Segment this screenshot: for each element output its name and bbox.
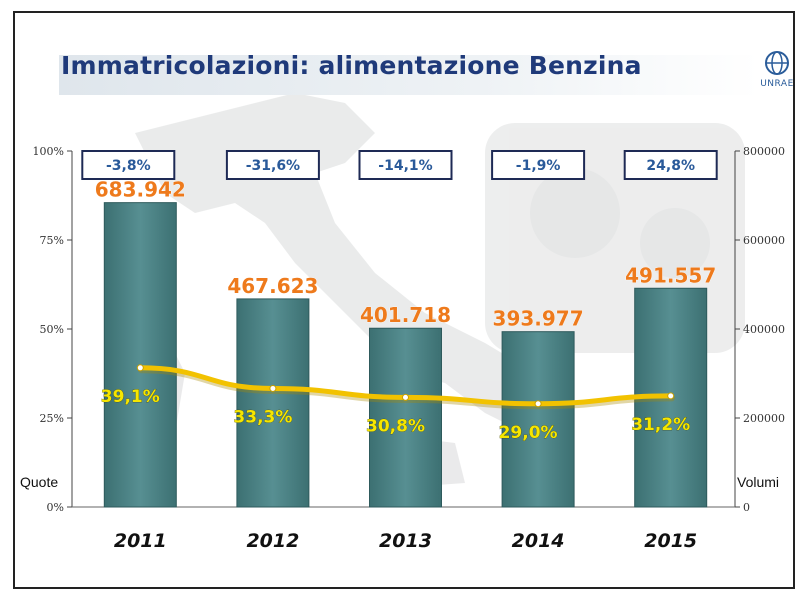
change-box xyxy=(81,150,176,180)
left-tick-label: 0% xyxy=(47,501,64,514)
share-label: 31,2% xyxy=(631,415,690,435)
change-label: -14,1% xyxy=(378,158,432,174)
slide-title: Immatricolazioni: alimentazione Benzina xyxy=(61,51,642,80)
share-point xyxy=(269,384,277,392)
share-label: 33,3% xyxy=(233,407,292,427)
change-box xyxy=(225,150,320,180)
volume-label: 683.942 xyxy=(95,178,186,202)
share-label: 30,8% xyxy=(366,416,425,436)
bar xyxy=(369,327,442,508)
bar xyxy=(501,331,575,508)
bar xyxy=(236,298,310,508)
share-point xyxy=(402,393,409,401)
left-tick-label: 50% xyxy=(40,323,64,336)
volume-label: 467.623 xyxy=(227,274,318,298)
volume-label: 393.977 xyxy=(493,307,584,331)
logo-text: UNRAE xyxy=(760,79,794,89)
change-label: 24,8% xyxy=(646,158,695,174)
volume-label: 401.718 xyxy=(360,303,451,327)
left-tick-label: 100% xyxy=(33,145,64,158)
share-label: 39,1% xyxy=(101,387,160,407)
change-box xyxy=(491,150,586,180)
data-labels: 683.942 2011 467.623 2012 401.718 2013 393.977… xyxy=(94,177,716,552)
unrae-logo: UNRAE xyxy=(757,49,794,93)
category-label: 2012 xyxy=(246,530,299,552)
right-tick-label: 0 xyxy=(743,501,750,514)
right-tick-label: 400000 xyxy=(743,323,785,336)
category-label: 2015 xyxy=(644,530,697,552)
globe-icon xyxy=(765,51,789,75)
bar xyxy=(103,202,177,508)
right-tick-label: 600000 xyxy=(743,234,785,247)
chart: 0% 25% 50% 75% 100% 0 200000 400000 600000 800000… xyxy=(20,93,785,552)
share-point xyxy=(534,400,542,408)
slide: 0% 25% 50% 75% 100% 0 200000 400000 600000 800000… xyxy=(13,11,795,589)
change-label: -1,9% xyxy=(516,158,561,174)
axes: 0% 25% 50% 75% 100% 0 200000 400000 600000 800000… xyxy=(20,145,785,514)
right-tick-label: 800000 xyxy=(743,145,785,158)
change-label: -31,6% xyxy=(246,158,300,174)
share-point xyxy=(136,364,144,372)
right-axis-title: Volumi xyxy=(737,474,779,490)
left-axis-title: Quote xyxy=(20,474,58,490)
category-label: 2013 xyxy=(379,530,432,552)
category-label: 2014 xyxy=(512,530,565,552)
change-label: -3,8% xyxy=(106,158,151,174)
share-point xyxy=(667,392,675,400)
change-box xyxy=(358,150,453,180)
left-tick-label: 25% xyxy=(40,412,64,425)
volume-label: 491.557 xyxy=(625,263,716,287)
left-tick-label: 75% xyxy=(40,234,64,247)
change-boxes: -3,8% -31,6% -14,1% -1,9% 24,8% xyxy=(81,150,718,180)
change-box xyxy=(623,150,718,180)
title-bar xyxy=(59,55,759,95)
category-label: 2011 xyxy=(114,530,167,552)
share-line xyxy=(136,364,676,410)
share-label: 29,0% xyxy=(499,423,558,443)
right-tick-label: 200000 xyxy=(743,412,785,425)
